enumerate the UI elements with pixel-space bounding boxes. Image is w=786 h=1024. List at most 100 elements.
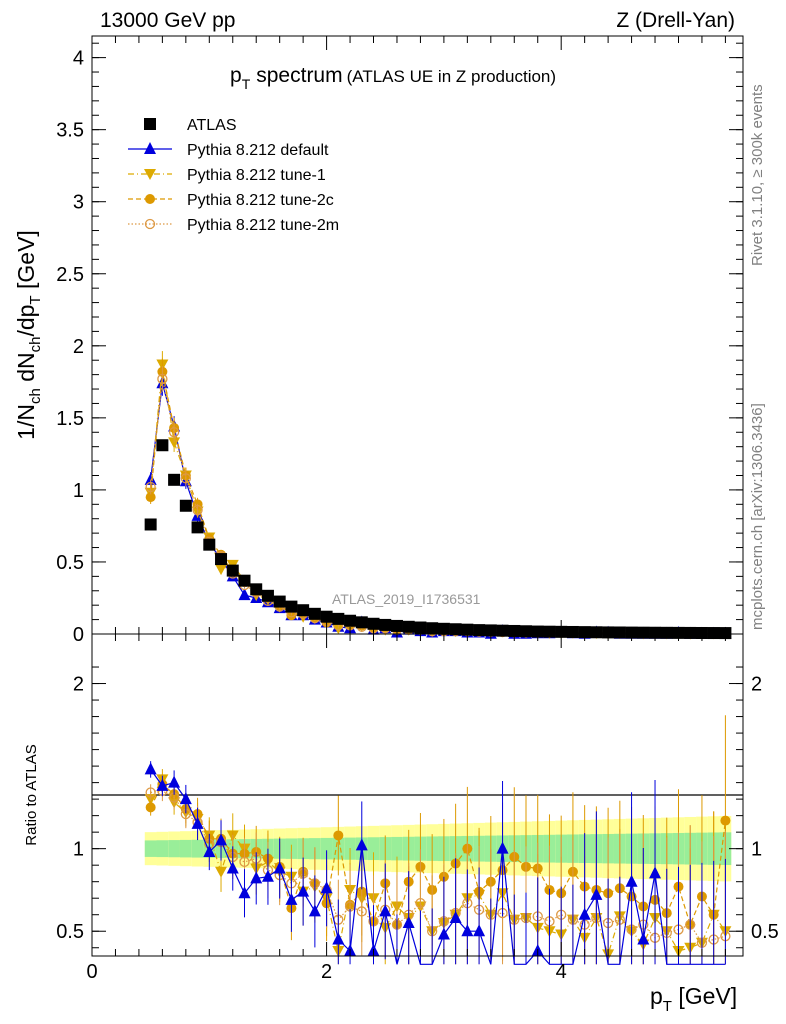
data-point (179, 499, 192, 512)
y-title-part-6: [GeV] (13, 230, 39, 295)
ratio-y-tick-label: 0.5 (56, 921, 84, 943)
y-title-part-1: ch (27, 388, 44, 404)
plot-title-main: p (230, 64, 242, 87)
uncertainty-band-inner (156, 840, 169, 858)
ratio-point (461, 924, 474, 937)
ratio-point (308, 904, 321, 917)
ratio-y-tick-label: 1 (73, 839, 84, 861)
legend-marker (144, 218, 156, 230)
legend-marker (144, 169, 156, 180)
ratio-point (168, 775, 181, 788)
ratio-point (625, 874, 638, 887)
series-atlas (144, 439, 732, 640)
ratio-point (379, 904, 392, 917)
y-title-part-0: 1/N (13, 404, 39, 440)
header-left: 13000 GeV pp (100, 9, 235, 32)
ratio-plot-frame (91, 633, 744, 957)
y-tick-label: 0.5 (56, 552, 84, 574)
data-point (238, 574, 251, 587)
y-title-part-4: /dp (13, 305, 39, 337)
ratio-line (150, 790, 726, 944)
x-title-rest: [GeV] (672, 983, 737, 1009)
data-point (180, 473, 191, 484)
legend: ATLAS Pythia 8.212 default Pythia 8.212 tu… (128, 117, 339, 234)
ratio-point (191, 816, 204, 829)
ratio-point (578, 907, 591, 920)
ratio-point (238, 886, 251, 899)
data-point (215, 553, 228, 566)
data-point (355, 616, 368, 629)
legend-label: ATLAS (187, 117, 237, 134)
data-point (566, 625, 579, 638)
data-point (344, 614, 357, 627)
uncertainty-band-inner (320, 837, 333, 860)
plot-title-sub: T (242, 76, 251, 92)
plot-title: pT spectrum (ATLAS UE in Z production) (230, 64, 556, 92)
data-point (285, 600, 298, 613)
y-tick-label: 3 (73, 192, 84, 214)
ratio-y-tick-label-right: 2 (751, 674, 762, 696)
uncertainty-band-inner (191, 839, 204, 858)
ratio-point (402, 915, 415, 928)
x-tick-label: 2 (321, 961, 332, 983)
data-point (273, 595, 286, 608)
ratio-point (332, 932, 345, 945)
plot-title-rest: spectrum (256, 64, 342, 87)
legend-marker (145, 194, 155, 204)
data-point (308, 607, 321, 620)
legend-entry: ATLAS (144, 117, 237, 134)
legend-entry: Pythia 8.212 tune-2c (128, 192, 334, 209)
data-point (379, 618, 392, 631)
ratio-y-tick-label-right: 0.5 (751, 921, 779, 943)
data-point (238, 588, 251, 601)
ratio-point (215, 866, 228, 878)
ratio-point (355, 838, 368, 851)
ratio-y-tick-label: 2 (73, 674, 84, 696)
ratio-point (320, 881, 333, 894)
y-title-part-3: ch (27, 337, 44, 353)
data-point (215, 564, 228, 576)
data-point (543, 625, 556, 638)
ratio-point (203, 844, 216, 857)
data-point (226, 564, 239, 577)
ratio-point (590, 887, 603, 900)
dataset-tag: ATLAS_2019_I1736531 (332, 591, 481, 607)
ratio-point (239, 856, 250, 868)
plot-title-note: (ATLAS UE in Z production) (347, 67, 556, 86)
data-point (297, 604, 310, 617)
ratio-point (285, 892, 298, 905)
x-axis-title: pT [GeV] (650, 983, 737, 1015)
data-point (449, 623, 462, 636)
ratio-point (333, 830, 344, 841)
ratio-plot-panel: 0.5 0.5 1 1 2 2 0 2 4 (56, 633, 779, 983)
data-point (426, 622, 439, 635)
data-point (332, 612, 345, 625)
data-point (156, 439, 169, 452)
legend-label: Pythia 8.212 tune-2c (187, 192, 334, 209)
data-point (168, 427, 180, 438)
main-plot-panel: 0 0.5 1 1.5 2 2.5 3 3.5 4 (56, 35, 744, 646)
y-tick-label: 4 (73, 48, 84, 70)
x-title-sub: T (663, 998, 672, 1015)
legend-entry: Pythia 8.212 tune-1 (128, 167, 326, 184)
ratio-point (356, 906, 367, 917)
data-point (144, 518, 157, 531)
legend-label: Pythia 8.212 tune-2m (187, 217, 339, 234)
data-point (473, 624, 486, 637)
ratio-axis-title: Ratio to ATLAS (23, 744, 40, 845)
ratio-point (261, 869, 274, 882)
data-point (660, 626, 673, 639)
legend-entry: Pythia 8.212 default (128, 142, 329, 159)
ratio-point (496, 841, 509, 854)
data-point (590, 626, 603, 639)
ratio-y-tick-label-right: 1 (751, 839, 762, 861)
y-tick-label: 2 (73, 336, 84, 358)
ratio-point (649, 866, 662, 879)
ratio-point (226, 861, 239, 874)
y-title-part-2: dN (13, 352, 39, 388)
data-point (332, 623, 345, 635)
data-point (250, 583, 263, 596)
ratio-point (637, 932, 650, 945)
ratio-point (449, 911, 462, 924)
